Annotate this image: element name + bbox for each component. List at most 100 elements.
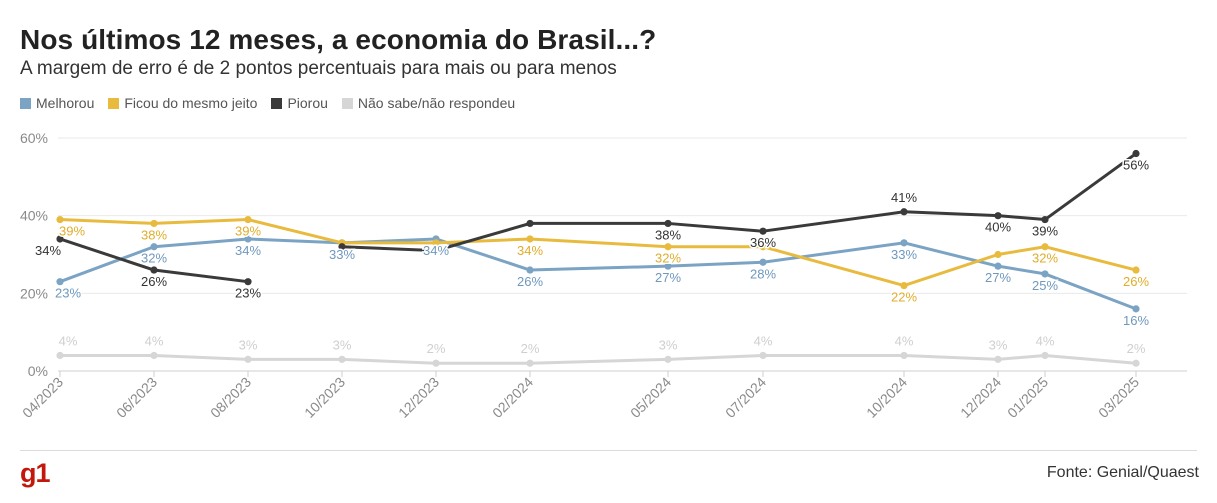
- data-label: 4%: [145, 333, 164, 348]
- data-point: [526, 266, 534, 274]
- chart-title: Nos últimos 12 meses, a economia do Bras…: [20, 24, 657, 55]
- y-tick-label: 60%: [20, 130, 48, 146]
- data-point: [56, 235, 64, 243]
- x-tick-label: 05/2024: [627, 374, 674, 421]
- x-tick-label: 03/2025: [1095, 374, 1142, 421]
- footer-divider: [20, 450, 1197, 451]
- data-label: 26%: [141, 274, 167, 289]
- data-point: [338, 355, 346, 363]
- data-label: 16%: [1123, 313, 1149, 328]
- data-label: 32%: [141, 251, 167, 266]
- data-label: 32%: [655, 251, 681, 266]
- series-line: [58, 353, 1138, 365]
- data-label: 41%: [891, 190, 917, 205]
- x-tick-label: 10/2023: [301, 374, 348, 421]
- data-label: 4%: [895, 333, 914, 348]
- legend-swatch: [341, 97, 353, 109]
- series-line: [340, 152, 1138, 253]
- legend-label: Melhorou: [36, 95, 95, 111]
- data-point: [664, 243, 672, 251]
- data-label: 2%: [1127, 341, 1146, 356]
- data-point: [1041, 215, 1049, 224]
- legend-item-melhorou[interactable]: Melhorou: [20, 95, 94, 111]
- x-tick-label: 07/2024: [722, 374, 769, 421]
- data-label: 39%: [1032, 224, 1058, 239]
- data-point: [994, 250, 1002, 259]
- data-label: 28%: [750, 266, 776, 281]
- data-label: 32%: [1032, 251, 1058, 266]
- g1-logo: g1: [20, 458, 50, 488]
- data-label: 4%: [1036, 333, 1055, 348]
- source-note: Fonte: Genial/Quaest: [1046, 464, 1199, 481]
- data-label: 25%: [1032, 278, 1058, 293]
- y-tick-label: 20%: [20, 285, 48, 301]
- data-point: [150, 351, 158, 360]
- series-line: [58, 237, 1138, 311]
- data-point: [1132, 305, 1140, 313]
- data-label: 36%: [750, 235, 776, 250]
- data-point: [150, 243, 158, 251]
- data-point: [432, 247, 440, 255]
- x-tick-label: 02/2024: [489, 374, 536, 421]
- legend-swatch: [20, 97, 31, 109]
- data-point: [432, 239, 440, 247]
- data-label: 4%: [59, 333, 78, 348]
- legend-label: Ficou do mesmo jeito: [124, 95, 258, 111]
- data-label: 3%: [239, 337, 258, 352]
- data-point: [759, 243, 767, 251]
- x-tick-label: 04/2023: [19, 374, 66, 421]
- legend-item-nao-sabe[interactable]: Não sabe/não respondeu: [341, 95, 515, 111]
- data-point: [1041, 270, 1049, 278]
- legend-item-piorou[interactable]: Piorou: [271, 95, 328, 111]
- data-point: [56, 351, 64, 360]
- data-label: 39%: [235, 224, 261, 239]
- data-label: 33%: [329, 247, 355, 262]
- data-label: 3%: [659, 337, 678, 352]
- data-point: [526, 219, 534, 228]
- data-label: 34%: [517, 243, 543, 258]
- data-label: 34%: [35, 243, 61, 258]
- data-point: [900, 351, 908, 360]
- x-tick-label: 08/2023: [207, 374, 254, 421]
- data-point: [244, 215, 252, 224]
- data-point: [759, 351, 767, 360]
- data-point: [1041, 351, 1049, 360]
- data-point: [994, 262, 1002, 270]
- data-point: [1132, 266, 1140, 274]
- data-label: 2%: [427, 341, 446, 356]
- data-label: 23%: [235, 286, 261, 301]
- legend-item-ficou[interactable]: Ficou do mesmo jeito: [108, 95, 257, 111]
- data-point: [338, 243, 346, 251]
- data-label: 27%: [985, 270, 1011, 285]
- data-label: 23%: [55, 286, 81, 301]
- legend: Melhorou Ficou do mesmo jeito Piorou Não…: [20, 95, 515, 111]
- data-label: 3%: [989, 337, 1008, 352]
- data-point: [1132, 359, 1140, 367]
- data-label: 33%: [891, 247, 917, 262]
- chart-subtitle: A margem de erro é de 2 pontos percentua…: [20, 58, 617, 79]
- data-point: [900, 281, 908, 290]
- data-label: 22%: [891, 290, 917, 305]
- x-tick-label: 06/2023: [113, 374, 160, 421]
- data-label: 39%: [59, 224, 85, 239]
- data-point: [244, 278, 252, 286]
- data-label: 56%: [1123, 158, 1149, 173]
- data-label: 27%: [655, 270, 681, 285]
- data-point: [664, 262, 672, 270]
- data-point: [432, 359, 440, 367]
- data-point: [56, 215, 64, 224]
- x-tick-label: 01/2025: [1004, 374, 1051, 421]
- data-point: [1132, 149, 1140, 158]
- data-point: [664, 355, 672, 363]
- data-point: [759, 227, 767, 235]
- data-point: [56, 278, 64, 286]
- data-point: [994, 212, 1002, 220]
- data-label: 2%: [521, 341, 540, 356]
- y-tick-label: 0%: [28, 363, 48, 379]
- data-point: [244, 235, 252, 243]
- data-point: [244, 355, 252, 363]
- data-label: 4%: [754, 333, 773, 348]
- x-tick-label: 12/2023: [395, 374, 442, 421]
- legend-swatch: [108, 97, 120, 109]
